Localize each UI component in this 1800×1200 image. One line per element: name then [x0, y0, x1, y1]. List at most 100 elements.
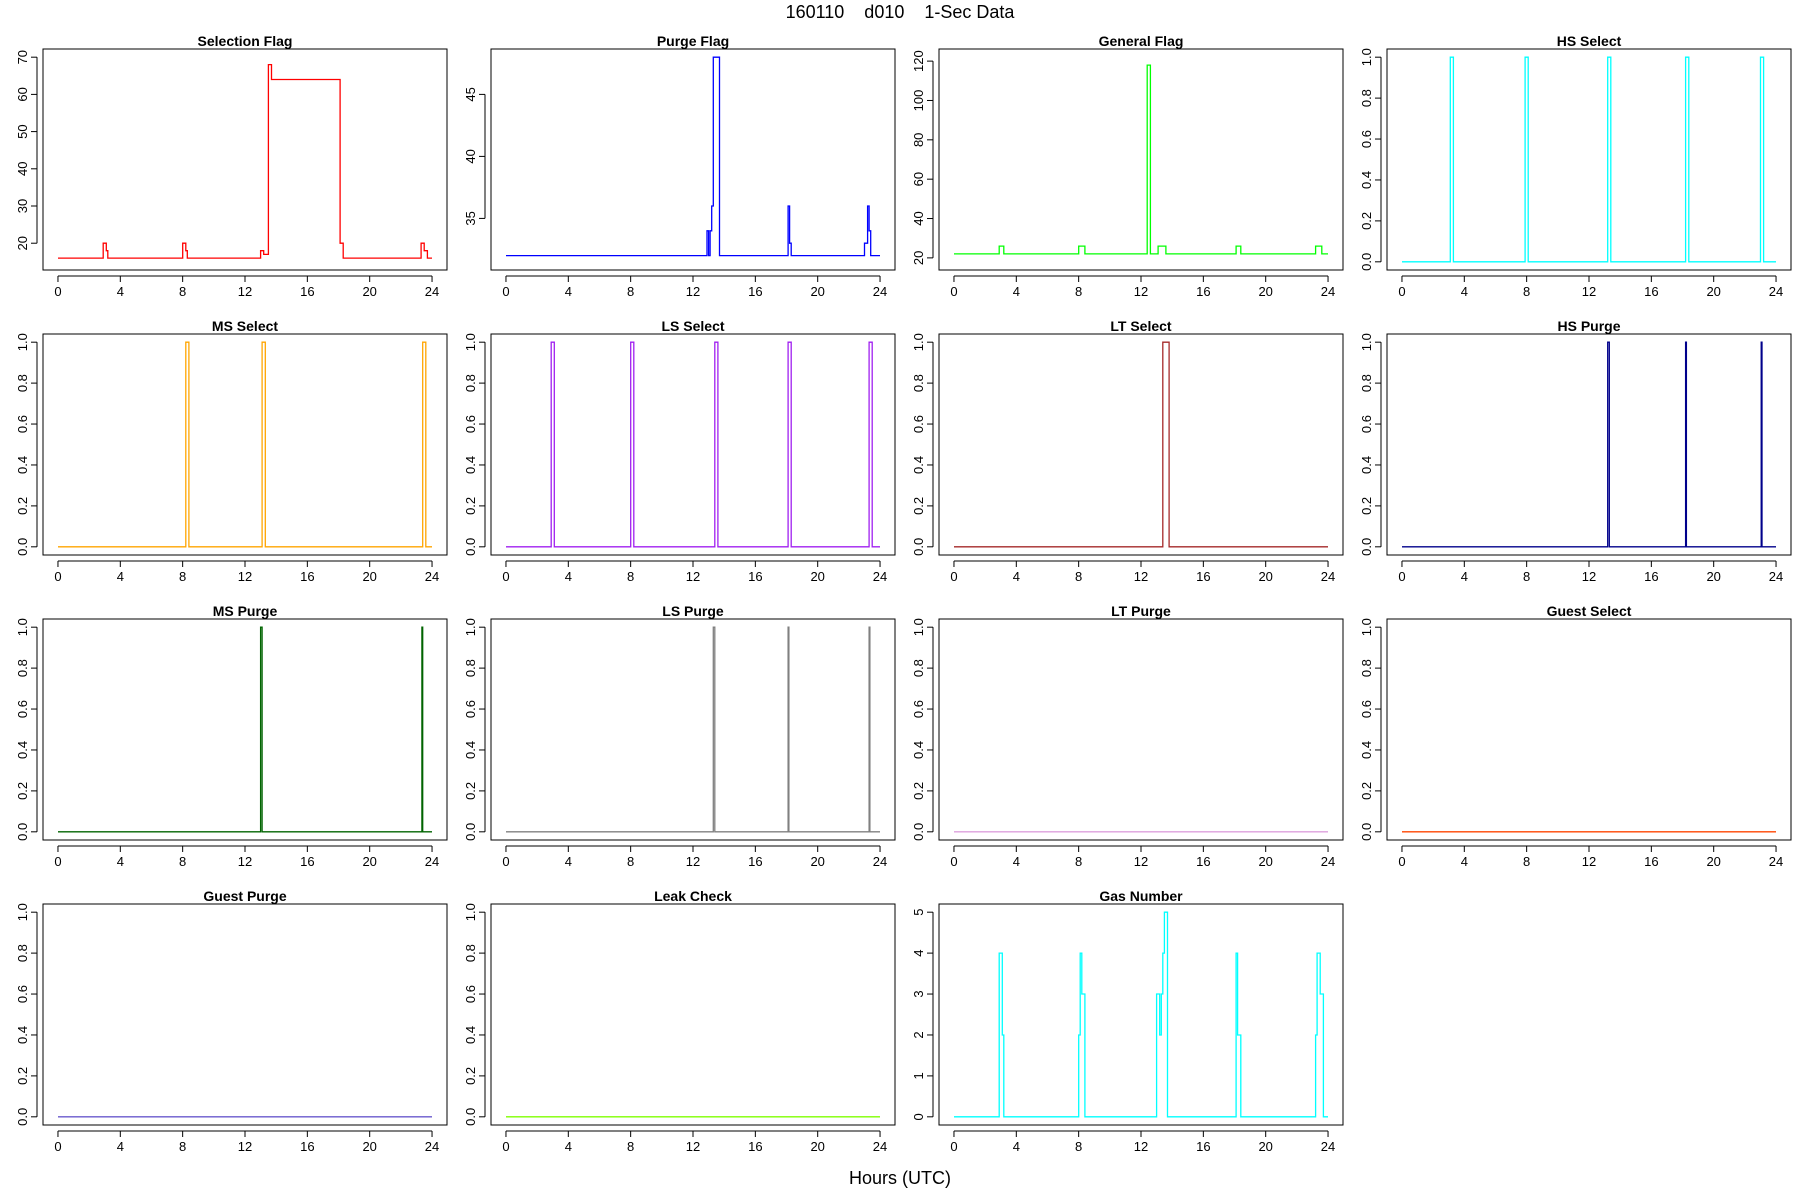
y-tick-label: 0.6	[911, 415, 926, 433]
y-tick-label: 20	[15, 236, 30, 250]
y-tick-label: 0.4	[463, 741, 478, 759]
x-tick-label: 8	[1523, 854, 1530, 869]
x-tick-label: 0	[1398, 284, 1405, 299]
y-tick-label: 70	[15, 50, 30, 64]
y-tick-label: 0	[911, 1113, 926, 1120]
x-tick-label: 24	[1321, 1139, 1335, 1154]
y-tick-label: 0.0	[911, 823, 926, 841]
panel: MS Select 0 4 8 12 16 20 24 0.0 0.2 0.4 0.6 0.8 1.0	[15, 318, 448, 584]
y-tick-label: 0.0	[15, 538, 30, 556]
y-tick-label: 0.8	[463, 374, 478, 392]
x-tick-label: 12	[1134, 1139, 1148, 1154]
x-tick-label: 16	[300, 1139, 314, 1154]
x-tick-label: 12	[1134, 569, 1148, 584]
x-tick-label: 12	[686, 1139, 700, 1154]
panel: HS Select 0 4 8 12 16 20 24 0.0 0.2 0.4 0.6 0.8 1.0	[1359, 33, 1792, 299]
plot-frame	[42, 903, 448, 1126]
y-tick-label: 0.2	[15, 782, 30, 800]
plot-frame	[490, 903, 896, 1126]
x-tick-label: 8	[1075, 854, 1082, 869]
x-tick-label: 8	[627, 569, 634, 584]
x-tick-label: 4	[117, 284, 124, 299]
panel-title: HS Select	[1557, 33, 1622, 49]
x-tick-label: 20	[362, 284, 376, 299]
y-tick-label: 60	[15, 87, 30, 101]
y-tick-label: 0.2	[463, 782, 478, 800]
plot-frame	[938, 48, 1344, 271]
plot-frame	[490, 618, 896, 841]
y-tick-label: 0.2	[1359, 212, 1374, 230]
x-tick-label: 4	[565, 854, 572, 869]
y-tick-label: 0.2	[911, 782, 926, 800]
y-tick-label: 0.4	[1359, 741, 1374, 759]
x-tick-label: 0	[54, 284, 61, 299]
x-tick-label: 24	[1321, 854, 1335, 869]
panel-title: LT Purge	[1111, 603, 1171, 619]
y-tick-label: 0.0	[1359, 538, 1374, 556]
plot-frame	[1386, 48, 1792, 271]
y-tick-label: 0.0	[911, 538, 926, 556]
series-line	[506, 626, 880, 833]
x-tick-label: 0	[502, 1139, 509, 1154]
x-tick-label: 0	[502, 284, 509, 299]
y-tick-label: 0.2	[1359, 497, 1374, 515]
y-tick-label: 0.8	[911, 659, 926, 677]
panel-title: MS Select	[212, 318, 278, 334]
y-tick-label: 0.4	[15, 1026, 30, 1044]
x-tick-label: 8	[1523, 284, 1530, 299]
x-tick-label: 16	[748, 1139, 762, 1154]
panel: General Flag 0 4 8 12 16 20 24 20 40 60 80 100 120	[911, 33, 1344, 299]
y-tick-label: 0.6	[911, 700, 926, 718]
y-tick-label: 0.6	[15, 985, 30, 1003]
y-tick-label: 1.0	[15, 333, 30, 351]
y-tick-label: 5	[911, 909, 926, 916]
series-line	[58, 341, 432, 548]
x-tick-label: 4	[1461, 854, 1468, 869]
x-tick-label: 8	[1523, 569, 1530, 584]
x-tick-label: 20	[362, 569, 376, 584]
x-tick-label: 12	[1582, 284, 1596, 299]
y-tick-label: 0.8	[15, 374, 30, 392]
x-tick-label: 20	[810, 569, 824, 584]
x-tick-label: 8	[1075, 1139, 1082, 1154]
x-tick-label: 0	[950, 854, 957, 869]
x-tick-label: 4	[1461, 569, 1468, 584]
x-tick-label: 16	[1196, 284, 1210, 299]
x-tick-label: 4	[1013, 284, 1020, 299]
x-tick-label: 8	[627, 284, 634, 299]
y-tick-label: 1.0	[463, 333, 478, 351]
panel: LT Purge 0 4 8 12 16 20 24 0.0 0.2 0.4 0.6 0.8 1.0	[911, 603, 1344, 869]
x-tick-label: 16	[300, 854, 314, 869]
y-tick-label: 1	[911, 1072, 926, 1079]
series-line	[954, 64, 1328, 255]
y-tick-label: 1.0	[15, 903, 30, 921]
x-tick-label: 4	[117, 1139, 124, 1154]
series-line	[506, 341, 880, 548]
panel: Guest Purge 0 4 8 12 16 20 24 0.0 0.2 0.4 0.6 0.8 1.0	[15, 888, 448, 1154]
x-axis-label: Hours (UTC)	[849, 1168, 951, 1188]
y-tick-label: 0.6	[1359, 415, 1374, 433]
series-line	[58, 626, 432, 833]
x-tick-label: 8	[627, 1139, 634, 1154]
y-tick-label: 35	[463, 211, 478, 225]
y-tick-label: 0.4	[911, 741, 926, 759]
x-tick-label: 24	[1769, 854, 1783, 869]
y-tick-label: 0.6	[463, 415, 478, 433]
x-tick-label: 0	[54, 1139, 61, 1154]
y-tick-label: 40	[911, 211, 926, 225]
y-tick-label: 0.4	[1359, 171, 1374, 189]
x-tick-label: 20	[1706, 284, 1720, 299]
x-tick-label: 16	[300, 284, 314, 299]
x-tick-label: 24	[873, 854, 887, 869]
x-tick-label: 0	[502, 569, 509, 584]
x-tick-label: 24	[425, 569, 439, 584]
x-tick-label: 4	[1013, 569, 1020, 584]
x-tick-label: 20	[1258, 284, 1272, 299]
y-tick-label: 20	[911, 251, 926, 265]
x-tick-label: 0	[1398, 854, 1405, 869]
panel-title: HS Purge	[1557, 318, 1620, 334]
x-tick-label: 20	[362, 854, 376, 869]
y-tick-label: 0.0	[15, 823, 30, 841]
plot-frame	[938, 903, 1344, 1126]
